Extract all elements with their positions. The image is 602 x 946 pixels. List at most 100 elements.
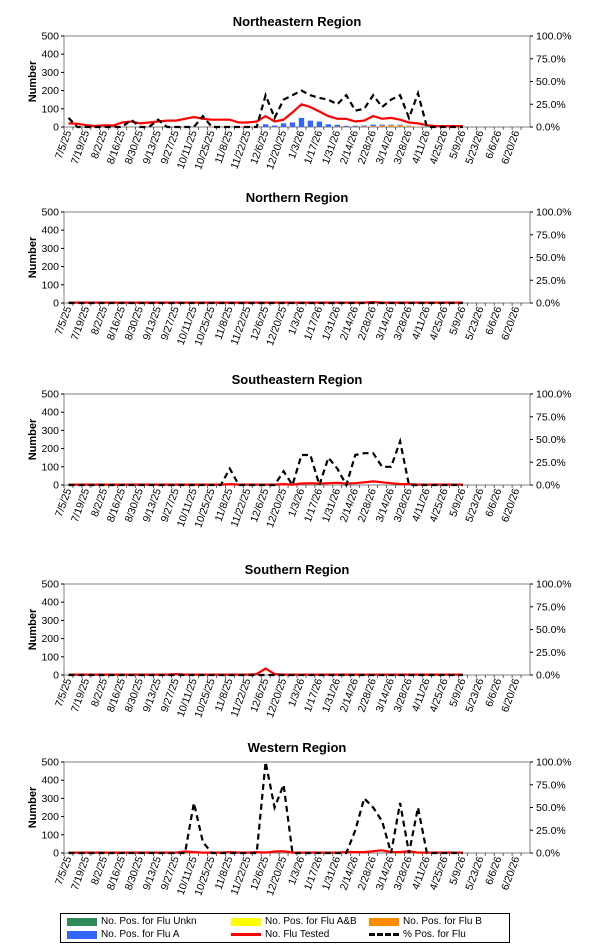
- y-tick-label: 200: [41, 443, 59, 455]
- bar-no-pos-for-flu-a: [343, 125, 349, 127]
- legend-swatch-flu-ab: [231, 917, 261, 926]
- chart-northern-region: Northern Region Number 0 100 200 300 400 500 0.0…: [27, 190, 572, 347]
- bar-no-pos-for-flu-a: [361, 125, 367, 127]
- y-tick-label: 200: [41, 261, 59, 273]
- series-line-flu-tested: [68, 480, 463, 486]
- bar-no-pos-for-flu-b: [379, 125, 385, 127]
- y-tick-label: 500: [41, 389, 59, 401]
- y-tick-label: 300: [41, 243, 59, 255]
- plot-area: [63, 761, 531, 854]
- y-tick-label: 500: [41, 207, 59, 219]
- bar-no-pos-for-flu-b: [361, 126, 367, 127]
- y-tick-label: 400: [41, 775, 59, 787]
- bar-no-pos-for-flu-b: [406, 126, 412, 127]
- y2-tick-label: 100.0%: [536, 389, 572, 401]
- y2-tick-label: 50.0%: [536, 624, 566, 636]
- bar-no-pos-for-flu-a: [316, 121, 323, 127]
- bar-no-pos-for-flu-a: [280, 123, 287, 127]
- y-tick-label: 0: [53, 670, 59, 682]
- y2-tick-label: 100.0%: [536, 31, 572, 43]
- legend-item-flu-tested: No. Flu Tested: [231, 929, 329, 940]
- y-tick-label: 100: [41, 279, 59, 291]
- y-tick-label: 200: [41, 811, 59, 823]
- y-tick-label: 200: [41, 85, 59, 97]
- chart-southern-region: Southern Region Number 0 100 200 300 400 500 0.0…: [27, 562, 572, 719]
- chart-northeastern-region: Northeastern Region Number 0 100 200 300 400 50…: [27, 14, 572, 171]
- legend-swatch-flu-unkn: [67, 917, 97, 926]
- y2-tick-label: 25.0%: [536, 99, 566, 111]
- legend-label: No. Pos. for Flu B: [403, 916, 482, 927]
- y-tick-label: 400: [41, 597, 59, 609]
- plot-area: [63, 211, 531, 304]
- y2-tick-label: 75.0%: [536, 601, 566, 613]
- legend-item-flu-a: No. Pos. for Flu A: [67, 929, 179, 940]
- y-tick-label: 300: [41, 67, 59, 79]
- plot-area: [63, 583, 531, 676]
- y2-tick-label: 0.0%: [536, 122, 560, 134]
- bar-no-pos-for-flu-a: [307, 120, 314, 127]
- y2-tick-label: 0.0%: [536, 848, 560, 860]
- legend-item-flu-unkn: No. Pos. for Flu Unkn: [67, 916, 197, 927]
- bar-no-pos-for-flu-a: [397, 124, 403, 126]
- y-tick-label: 400: [41, 49, 59, 61]
- y-tick-label: 400: [41, 225, 59, 237]
- y-axis-label: Number: [27, 236, 39, 278]
- chart-legend: No. Pos. for Flu Unkn No. Pos. for Flu A…: [60, 913, 510, 943]
- y2-tick-label: 75.0%: [536, 411, 566, 423]
- series-line-pct-positive: [68, 761, 463, 855]
- bar-no-pos-for-flu-a: [334, 124, 341, 127]
- bar-no-pos-for-flu-a: [298, 117, 305, 127]
- y-tick-label: 400: [41, 407, 59, 419]
- chart-title: Northeastern Region: [233, 14, 362, 29]
- y2-tick-label: 50.0%: [536, 434, 566, 446]
- y-tick-label: 300: [41, 615, 59, 627]
- bar-no-pos-for-flu-b: [388, 125, 394, 127]
- y2-tick-label: 75.0%: [536, 229, 566, 241]
- legend-label: No. Pos. for Flu A&B: [265, 916, 357, 927]
- y-tick-label: 200: [41, 633, 59, 645]
- legend-swatch-pct-pos: [369, 933, 399, 936]
- y-tick-label: 0: [53, 848, 59, 860]
- bar-no-pos-for-flu-a: [262, 124, 269, 127]
- y-tick-label: 100: [41, 651, 59, 663]
- legend-item-flu-ab: No. Pos. for Flu A&B: [231, 916, 357, 927]
- bar-no-pos-for-flu-a: [271, 125, 278, 127]
- y2-tick-label: 0.0%: [536, 480, 560, 492]
- y-axis-label: Number: [27, 786, 39, 828]
- bar-no-pos-for-flu-a: [370, 124, 376, 127]
- bar-no-pos-for-flu-a: [379, 124, 385, 126]
- legend-label: No. Pos. for Flu A: [101, 929, 180, 940]
- chart-title: Southern Region: [245, 562, 350, 577]
- legend-swatch-flu-a: [67, 930, 97, 939]
- legend-swatch-flu-b: [369, 917, 399, 926]
- y2-tick-label: 100.0%: [536, 207, 572, 219]
- legend-item-flu-b: No. Pos. for Flu B: [369, 916, 482, 927]
- y-tick-label: 0: [53, 298, 59, 310]
- chart-panel: Northeastern Region Number 0 100 200 300 400 50…: [27, 14, 572, 897]
- series-line-flu-tested: [68, 667, 463, 676]
- series-line-pct-positive: [68, 437, 463, 489]
- y-tick-label: 100: [41, 829, 59, 841]
- y2-tick-label: 75.0%: [536, 53, 566, 65]
- bar-no-pos-for-flu-a: [352, 125, 358, 127]
- chart-title: Southeastern Region: [232, 372, 363, 387]
- y2-tick-label: 50.0%: [536, 802, 566, 814]
- legend-label: No. Pos. for Flu Unkn: [101, 916, 197, 927]
- y2-tick-label: 0.0%: [536, 298, 560, 310]
- y-tick-label: 300: [41, 793, 59, 805]
- series-line-flu-tested: [68, 849, 463, 854]
- bar-no-pos-for-flu-b: [397, 125, 403, 127]
- y2-tick-label: 50.0%: [536, 76, 566, 88]
- bar-no-pos-for-flu-a: [289, 122, 296, 127]
- legend-label: % Pos. for Flu: [403, 929, 466, 940]
- y-tick-label: 500: [41, 757, 59, 769]
- bar-no-pos-for-flu-a: [325, 124, 332, 127]
- series-line-pct-positive: [67, 89, 463, 129]
- y2-tick-label: 75.0%: [536, 779, 566, 791]
- legend-swatch-flu-tested: [231, 933, 261, 936]
- y2-tick-label: 100.0%: [536, 757, 572, 769]
- bar-no-pos-for-flu-b: [370, 126, 376, 127]
- plot-area: [63, 35, 531, 128]
- y2-tick-label: 100.0%: [536, 579, 572, 591]
- y-axis-label: Number: [27, 608, 39, 650]
